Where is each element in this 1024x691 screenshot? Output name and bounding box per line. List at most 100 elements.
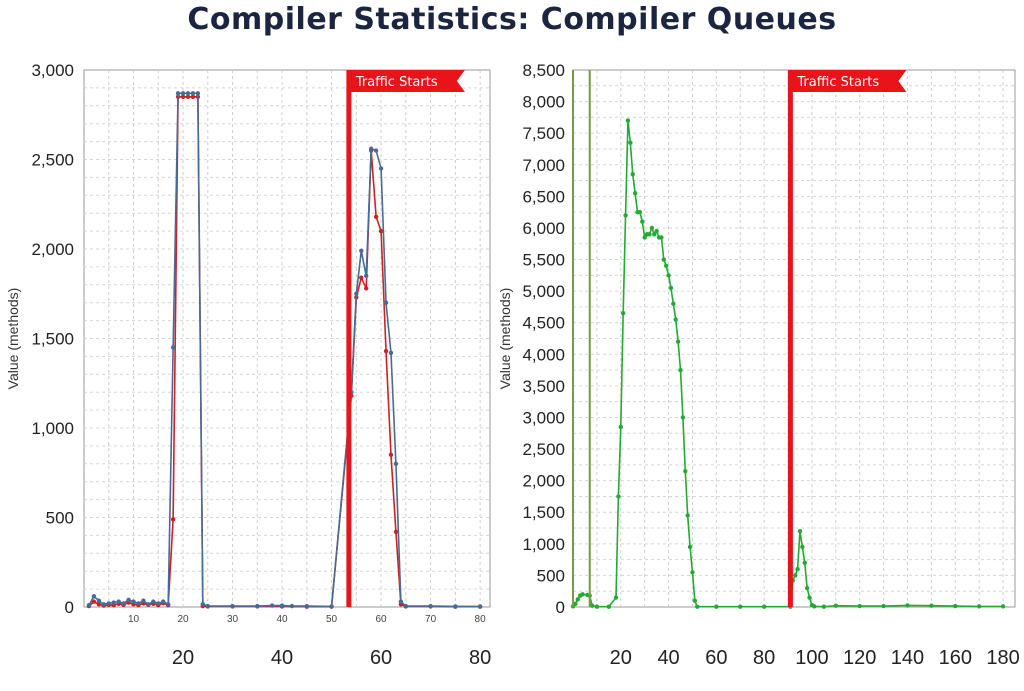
- data-point: [687, 544, 693, 550]
- x-tick-label: 140: [891, 647, 924, 669]
- data-point: [661, 257, 666, 262]
- data-point: [180, 94, 186, 100]
- data-point: [802, 560, 807, 565]
- data-point: [795, 566, 800, 572]
- data-point: [200, 602, 206, 607]
- y-tick-label: 6,500: [522, 187, 565, 206]
- data-point: [373, 148, 379, 153]
- data-point: [96, 598, 102, 603]
- traffic-flag-label: Traffic Starts: [796, 75, 879, 90]
- y-tick-label: 1,000: [522, 535, 565, 554]
- data-point: [649, 225, 655, 231]
- data-point: [96, 602, 102, 607]
- data-point: [620, 311, 626, 316]
- data-point: [666, 273, 671, 278]
- y-tick-label: 8,000: [522, 93, 565, 112]
- data-point: [683, 468, 688, 474]
- data-point: [761, 604, 767, 609]
- data-point: [640, 219, 645, 224]
- page-title: Compiler Statistics: Compiler Queues: [187, 2, 837, 37]
- data-point: [668, 285, 674, 291]
- data-point: [692, 598, 698, 603]
- y-tick-label: 2,500: [31, 151, 74, 170]
- data-point: [383, 348, 389, 354]
- data-point: [205, 603, 210, 609]
- data-point: [738, 604, 743, 609]
- data-point: [685, 513, 690, 518]
- data-point: [131, 599, 136, 604]
- data-point: [289, 603, 295, 609]
- data-point: [165, 602, 171, 607]
- data-point: [623, 213, 628, 218]
- chart-2: 0 500 1,000 1,500 2,000 2,500 3,000 3,500 4,000 4…: [497, 61, 1020, 669]
- data-point: [675, 339, 681, 344]
- x-small-tick-label: 20: [177, 614, 189, 625]
- y-tick-label: 1,500: [522, 503, 565, 522]
- data-point: [580, 592, 585, 597]
- data-point: [230, 603, 235, 609]
- y-tick-label: 2,000: [522, 472, 565, 491]
- x-tick-label: 80: [469, 647, 491, 669]
- y-tick-label: 3,500: [522, 377, 565, 396]
- data-point: [393, 461, 399, 466]
- y-tick-label: 1,000: [31, 419, 74, 438]
- y-tick-label: 6,000: [522, 219, 565, 238]
- x-tick-label: 20: [610, 647, 632, 669]
- x-tick-label: 60: [705, 647, 727, 669]
- data-point: [654, 228, 659, 234]
- data-point: [671, 301, 676, 306]
- data-point: [383, 300, 389, 305]
- chart-1: 0 500 1,000 1,500 2,000 2,500 3,000 Value (meth…: [5, 61, 491, 669]
- data-point: [663, 263, 669, 269]
- x-small-tick-label: 80: [475, 614, 487, 625]
- data-point: [388, 452, 394, 458]
- x-tick-label: 60: [370, 647, 392, 669]
- y-tick-label: 7,500: [522, 124, 565, 143]
- y-axis-title: Value (methods): [5, 288, 21, 390]
- data-point: [618, 424, 623, 430]
- data-point: [121, 601, 126, 606]
- data-point: [428, 603, 433, 609]
- y-tick-label: 0: [65, 598, 74, 617]
- y-tick-label: 7,000: [522, 156, 565, 175]
- x-small-tick-label: 40: [276, 614, 288, 625]
- data-point: [393, 529, 399, 535]
- data-point: [304, 603, 310, 609]
- data-point: [364, 273, 369, 279]
- data-point: [695, 604, 700, 609]
- data-point: [329, 604, 334, 609]
- data-point: [101, 602, 107, 607]
- data-point: [477, 604, 483, 609]
- data-point: [881, 603, 886, 609]
- data-point: [628, 140, 633, 145]
- y-tick-label: 4,000: [522, 345, 565, 364]
- data-point: [929, 603, 934, 608]
- data-point: [185, 94, 191, 100]
- data-point: [170, 345, 176, 350]
- data-point: [151, 599, 156, 604]
- data-point: [800, 544, 805, 550]
- data-point: [673, 317, 678, 322]
- y-tick-label: 1,500: [31, 330, 74, 349]
- x-small-tick-label: 10: [128, 614, 140, 625]
- x-tick-label: 120: [843, 647, 876, 669]
- data-point: [156, 601, 161, 606]
- data-point: [180, 91, 186, 96]
- data-point: [354, 291, 359, 296]
- data-point: [190, 91, 196, 96]
- x-small-tick-label: 60: [376, 614, 388, 625]
- y-tick-label: 3,000: [522, 408, 565, 427]
- data-point: [141, 598, 146, 603]
- data-point: [279, 603, 285, 608]
- data-point: [616, 494, 621, 499]
- data-point: [403, 603, 409, 609]
- data-point: [821, 604, 827, 609]
- data-point: [136, 601, 141, 606]
- data-point: [807, 595, 812, 600]
- x-small-tick-label: 70: [425, 614, 437, 625]
- data-point: [373, 214, 379, 219]
- y-tick-label: 3,000: [31, 61, 74, 80]
- x-small-tick-label: 50: [326, 614, 338, 625]
- data-point: [792, 573, 798, 578]
- data-point: [111, 600, 116, 605]
